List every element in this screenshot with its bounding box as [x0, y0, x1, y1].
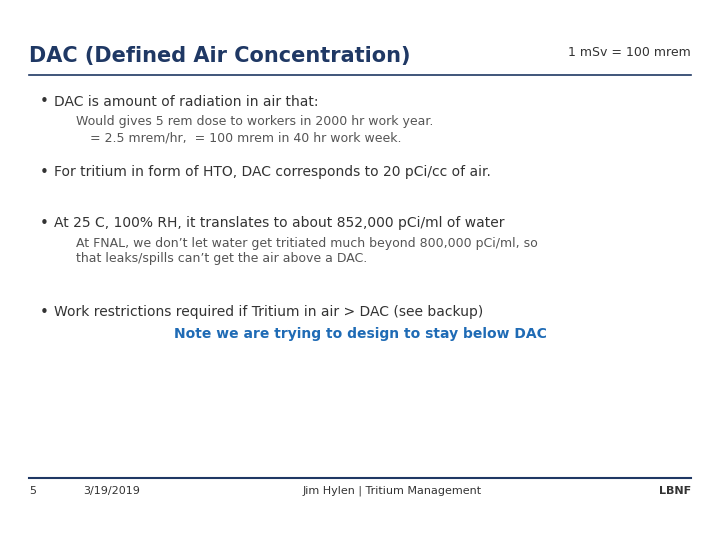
Text: 1 mSv = 100 mrem: 1 mSv = 100 mrem — [569, 46, 691, 59]
Text: that leaks/spills can’t get the air above a DAC.: that leaks/spills can’t get the air abov… — [76, 252, 367, 265]
Text: At 25 C, 100% RH, it translates to about 852,000 pCi/ml of water: At 25 C, 100% RH, it translates to about… — [54, 216, 505, 230]
Text: LBNF: LBNF — [659, 486, 691, 496]
Text: •: • — [40, 305, 48, 320]
Text: Jim Hylen | Tritium Management: Jim Hylen | Tritium Management — [302, 486, 482, 496]
Text: = 2.5 mrem/hr,  = 100 mrem in 40 hr work week.: = 2.5 mrem/hr, = 100 mrem in 40 hr work … — [90, 131, 402, 144]
Text: 5: 5 — [29, 486, 36, 496]
Text: DAC (Defined Air Concentration): DAC (Defined Air Concentration) — [29, 46, 410, 66]
Text: Note we are trying to design to stay below DAC: Note we are trying to design to stay bel… — [174, 327, 546, 341]
Text: •: • — [40, 165, 48, 180]
Text: •: • — [40, 216, 48, 231]
Text: For tritium in form of HTO, DAC corresponds to 20 pCi/cc of air.: For tritium in form of HTO, DAC correspo… — [54, 165, 491, 179]
Text: Work restrictions required if Tritium in air > DAC (see backup): Work restrictions required if Tritium in… — [54, 305, 483, 319]
Text: Would gives 5 rem dose to workers in 2000 hr work year.: Would gives 5 rem dose to workers in 200… — [76, 115, 433, 128]
Text: At FNAL, we don’t let water get tritiated much beyond 800,000 pCi/ml, so: At FNAL, we don’t let water get tritiate… — [76, 237, 537, 249]
Text: •: • — [40, 94, 48, 110]
Text: 3/19/2019: 3/19/2019 — [83, 486, 140, 496]
Text: DAC is amount of radiation in air that:: DAC is amount of radiation in air that: — [54, 94, 318, 109]
